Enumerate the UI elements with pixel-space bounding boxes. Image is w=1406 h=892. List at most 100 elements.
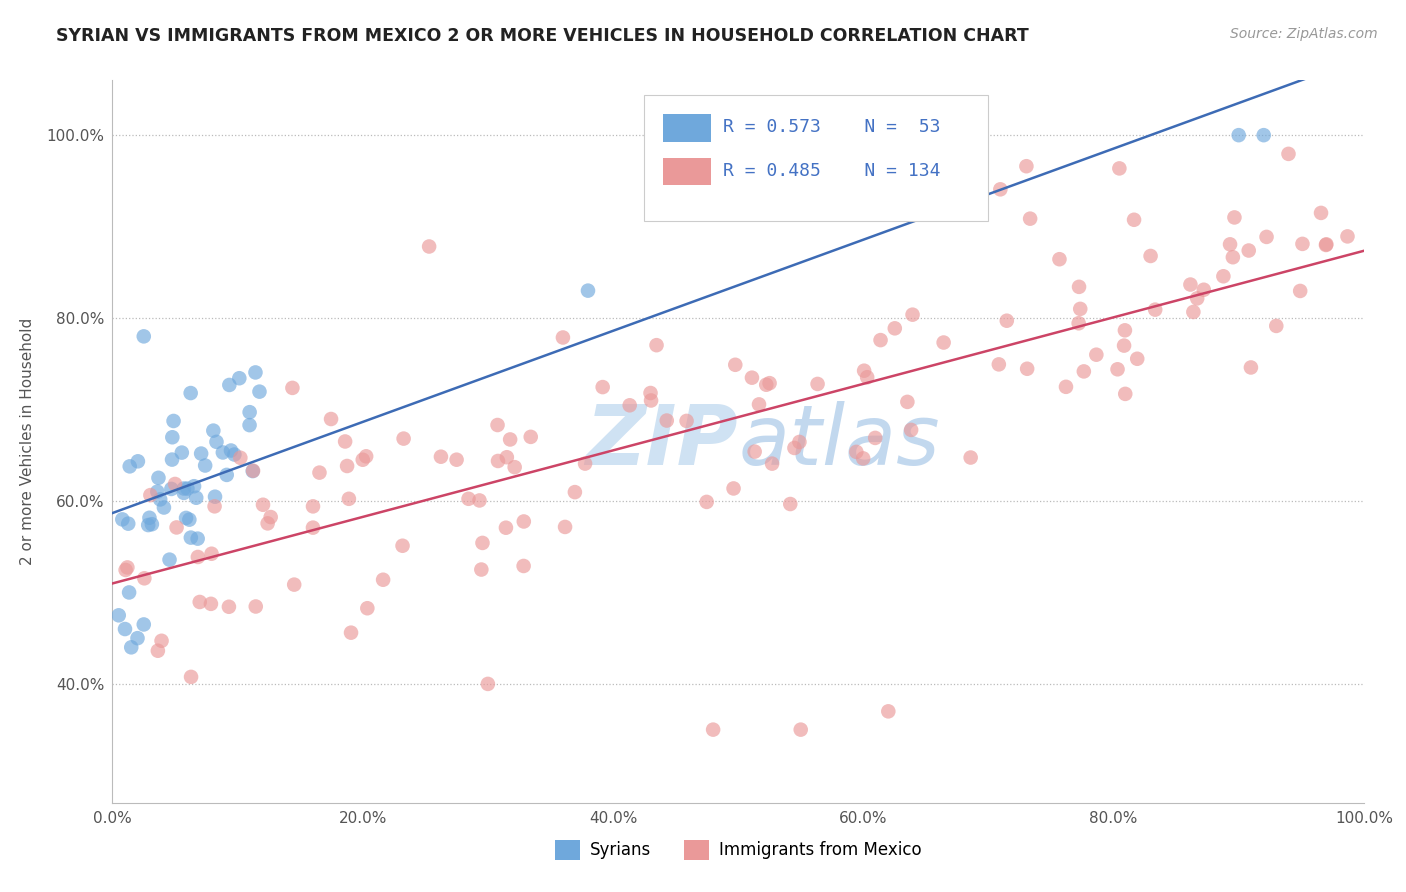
Point: [755, 377, 778, 392]
Point: [194, 458, 217, 473]
Point: [139, 488, 162, 502]
Point: [471, 536, 494, 550]
Point: [204, 500, 226, 514]
Point: [576, 284, 599, 298]
Point: [162, 430, 184, 444]
Point: [188, 595, 211, 609]
Point: [1192, 283, 1215, 297]
Point: [477, 677, 499, 691]
Point: [239, 405, 262, 419]
Point: [183, 479, 205, 493]
Point: [371, 573, 394, 587]
Point: [160, 482, 183, 496]
Point: [336, 458, 359, 473]
Point: [1277, 147, 1299, 161]
Point: [170, 445, 193, 459]
Point: [127, 631, 149, 645]
Point: [256, 516, 278, 531]
Text: Source: ZipAtlas.com: Source: ZipAtlas.com: [1230, 27, 1378, 41]
Point: [723, 482, 745, 496]
Point: [574, 457, 596, 471]
Point: [869, 333, 891, 347]
Point: [111, 512, 134, 526]
Point: [1073, 364, 1095, 378]
Point: [173, 482, 195, 496]
Point: [1265, 318, 1288, 333]
Point: [340, 625, 363, 640]
Point: [640, 386, 662, 401]
Legend: Syrians, Immigrants from Mexico: Syrians, Immigrants from Mexico: [548, 833, 928, 867]
Point: [554, 520, 576, 534]
Point: [1139, 249, 1161, 263]
Point: [724, 358, 747, 372]
Point: [783, 441, 806, 455]
Point: [202, 424, 225, 438]
Point: [744, 444, 766, 458]
Point: [245, 366, 267, 380]
Point: [283, 577, 305, 591]
Point: [1054, 380, 1077, 394]
Point: [959, 450, 981, 465]
Point: [1114, 387, 1136, 401]
Point: [551, 330, 574, 344]
Point: [204, 490, 226, 504]
Point: [1227, 128, 1250, 143]
Point: [117, 516, 139, 531]
Point: [1017, 361, 1039, 376]
Point: [252, 498, 274, 512]
Point: [238, 418, 260, 433]
Point: [1015, 159, 1038, 173]
Point: [1067, 280, 1090, 294]
Point: [134, 571, 156, 585]
Point: [418, 239, 440, 253]
FancyBboxPatch shape: [664, 158, 710, 185]
Point: [150, 633, 173, 648]
Point: [495, 450, 517, 465]
Point: [149, 492, 172, 507]
Point: [162, 414, 184, 428]
Point: [1126, 351, 1149, 366]
Point: [302, 521, 325, 535]
Point: [1019, 211, 1042, 226]
Y-axis label: 2 or more Vehicles in Household: 2 or more Vehicles in Household: [20, 318, 35, 566]
Point: [883, 321, 905, 335]
Point: [470, 563, 492, 577]
Point: [748, 397, 770, 411]
Point: [779, 497, 801, 511]
Point: [160, 452, 183, 467]
Point: [179, 513, 201, 527]
Point: [153, 500, 176, 515]
Point: [141, 517, 163, 532]
Point: [1336, 229, 1358, 244]
Point: [696, 495, 718, 509]
Point: [845, 445, 868, 459]
Point: [215, 467, 238, 482]
Point: [1291, 236, 1313, 251]
Point: [180, 386, 202, 401]
Point: [896, 395, 918, 409]
Point: [174, 511, 197, 525]
Point: [758, 376, 780, 391]
Point: [1315, 237, 1337, 252]
Point: [228, 371, 250, 385]
Text: R = 0.573    N =  53: R = 0.573 N = 53: [723, 119, 941, 136]
Point: [356, 601, 378, 615]
Point: [1212, 269, 1234, 284]
Point: [932, 335, 955, 350]
Point: [180, 670, 202, 684]
Point: [114, 622, 136, 636]
Point: [148, 471, 170, 485]
Point: [187, 549, 209, 564]
Point: [806, 376, 828, 391]
Point: [1107, 362, 1129, 376]
Point: [187, 532, 209, 546]
Point: [1315, 238, 1337, 252]
Point: [1182, 305, 1205, 319]
Point: [1240, 360, 1263, 375]
Point: [503, 460, 526, 475]
Point: [1185, 291, 1208, 305]
Point: [200, 547, 222, 561]
Point: [1085, 348, 1108, 362]
Point: [468, 493, 491, 508]
Point: [205, 434, 228, 449]
